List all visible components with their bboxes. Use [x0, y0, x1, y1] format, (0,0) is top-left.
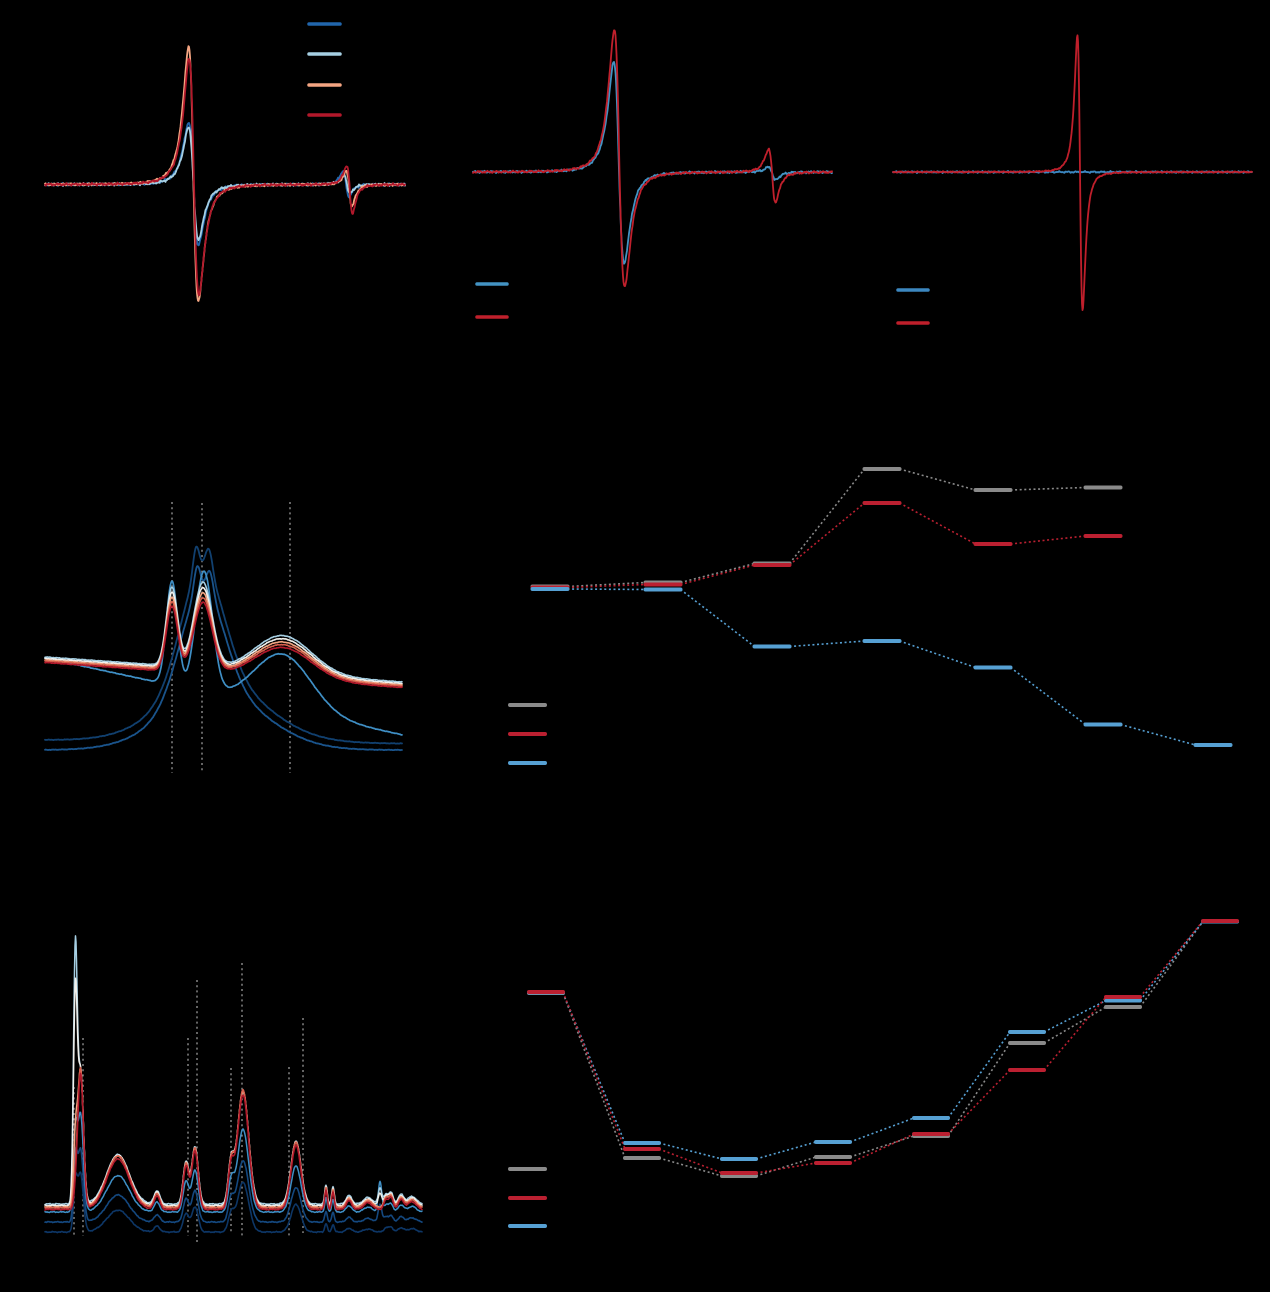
- level-connector: [899, 468, 976, 491]
- level-connector: [1043, 996, 1107, 1071]
- series-line: [44, 545, 403, 745]
- level-connector: [562, 991, 626, 1150]
- panel-middle-left-peak-spectrum: [44, 502, 403, 773]
- panel-bottom-right-level-diagram-legend: [508, 1167, 547, 1228]
- level-connector: [788, 502, 866, 566]
- level-connector: [849, 1135, 915, 1158]
- level-connector: [755, 1156, 817, 1177]
- level-connector: [1010, 666, 1086, 726]
- level-connector: [947, 1069, 1011, 1135]
- level-connector: [680, 564, 755, 586]
- level-connector: [1010, 535, 1086, 545]
- series-line: [44, 592, 403, 686]
- level-connector: [1139, 920, 1204, 998]
- level-connector: [755, 1141, 817, 1160]
- level-connector: [658, 1148, 723, 1174]
- panel-top-middle-derivative-spectrum: [472, 29, 833, 319]
- level-connector: [562, 992, 626, 1159]
- series-line: [44, 935, 423, 1206]
- level-connector: [789, 640, 865, 648]
- series-line: [44, 597, 403, 687]
- series-line: [44, 570, 403, 736]
- level-connector: [658, 1142, 723, 1160]
- panel-top-right-derivative-spectrum-legend: [896, 288, 930, 325]
- series-line: [472, 29, 833, 288]
- level-connector: [947, 1042, 1011, 1137]
- series-line: [44, 58, 406, 297]
- panel-middle-right-level-diagram-legend: [508, 703, 547, 765]
- level-connector: [567, 583, 646, 589]
- level-connector: [1010, 486, 1086, 491]
- series-line: [44, 1066, 423, 1210]
- level-connector: [755, 1162, 817, 1174]
- series-line: [892, 34, 1253, 311]
- panel-top-left-derivative-spectrum-legend: [307, 22, 342, 117]
- series-line: [472, 61, 833, 265]
- panel-top-right-derivative-spectrum: [892, 34, 1253, 325]
- series-line: [44, 1072, 423, 1211]
- level-connector: [1139, 921, 1204, 1008]
- panel-middle-right-level-diagram: [508, 467, 1233, 765]
- level-connector: [680, 562, 755, 584]
- series-line: [44, 601, 403, 689]
- level-connector: [788, 468, 866, 564]
- series-line: [44, 586, 403, 685]
- panel-bottom-right-level-diagram: [508, 919, 1239, 1228]
- level-connector: [899, 640, 976, 669]
- level-connector: [849, 1117, 915, 1143]
- series-line: [44, 1111, 423, 1214]
- series-line: [44, 565, 403, 752]
- level-connector: [567, 588, 646, 591]
- panel-top-middle-derivative-spectrum-legend: [475, 282, 509, 319]
- series-line: [44, 1171, 423, 1234]
- level-connector: [658, 1157, 723, 1177]
- level-connector: [1120, 723, 1196, 746]
- level-connector: [1043, 1006, 1107, 1044]
- panel-bottom-left-peak-spectrum: [44, 935, 423, 1242]
- level-connector: [1043, 999, 1107, 1033]
- series-line: [44, 45, 406, 302]
- level-connector: [680, 588, 755, 648]
- level-connector: [1139, 921, 1204, 1001]
- level-connector: [899, 502, 976, 545]
- series-line: [44, 1146, 423, 1224]
- panel-top-left-derivative-spectrum: [44, 22, 406, 302]
- level-connector: [567, 581, 646, 588]
- level-connector: [947, 1031, 1011, 1119]
- series-line: [44, 581, 403, 683]
